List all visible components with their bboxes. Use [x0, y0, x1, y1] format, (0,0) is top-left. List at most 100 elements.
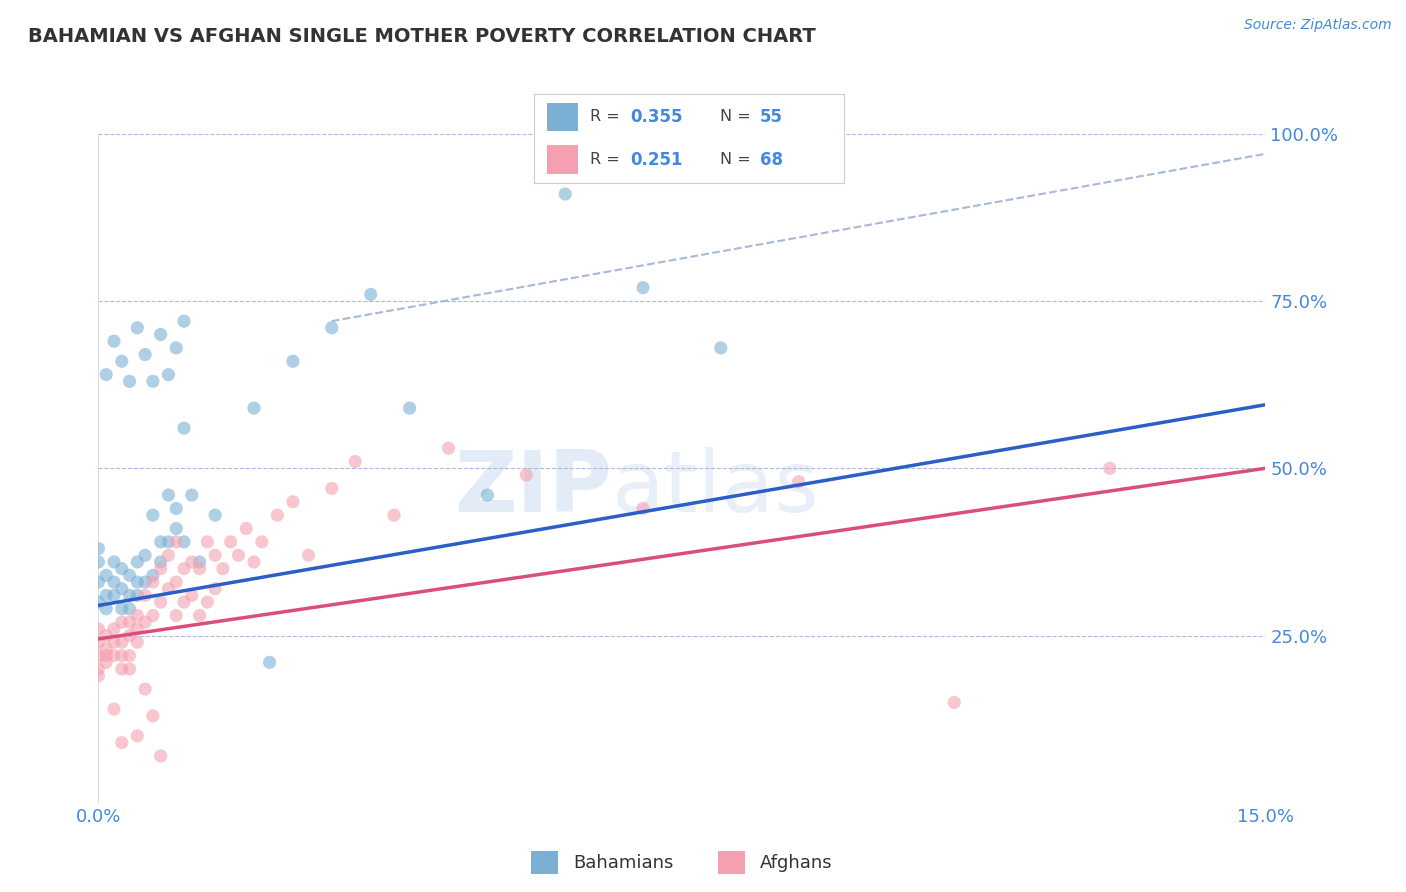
- Point: [103, 575, 125, 590]
- Point: [87, 622, 110, 636]
- Point: [142, 508, 165, 523]
- Point: [127, 729, 149, 743]
- Point: [157, 548, 180, 563]
- Point: [149, 555, 172, 569]
- Point: [204, 582, 226, 596]
- Point: [96, 655, 118, 669]
- Point: [103, 702, 125, 716]
- Text: R =: R =: [591, 110, 624, 124]
- Point: [173, 562, 195, 576]
- Point: [710, 341, 733, 355]
- Point: [142, 575, 165, 590]
- Point: [87, 541, 110, 556]
- Point: [118, 648, 141, 663]
- Point: [398, 401, 420, 416]
- Point: [157, 488, 180, 502]
- Point: [87, 595, 110, 609]
- Point: [87, 575, 110, 590]
- Point: [134, 681, 156, 696]
- Point: [228, 548, 250, 563]
- Point: [212, 562, 235, 576]
- Point: [87, 555, 110, 569]
- Point: [173, 421, 195, 435]
- Point: [111, 582, 134, 596]
- Point: [195, 535, 218, 549]
- Point: [96, 568, 118, 582]
- Point: [219, 535, 242, 549]
- Point: [165, 521, 187, 535]
- Point: [631, 501, 654, 516]
- Point: [165, 608, 187, 623]
- Point: [134, 615, 156, 630]
- Point: [243, 401, 266, 416]
- Point: [111, 602, 134, 616]
- Point: [281, 494, 304, 508]
- Point: [321, 482, 343, 496]
- Point: [134, 548, 156, 563]
- Point: [127, 321, 149, 335]
- Text: 55: 55: [761, 108, 783, 126]
- Text: 0.355: 0.355: [630, 108, 683, 126]
- Point: [127, 608, 149, 623]
- Point: [103, 555, 125, 569]
- Point: [149, 535, 172, 549]
- Point: [157, 535, 180, 549]
- Point: [259, 655, 281, 669]
- Point: [204, 548, 226, 563]
- Point: [96, 642, 118, 657]
- FancyBboxPatch shape: [547, 103, 578, 131]
- Point: [321, 321, 343, 335]
- Point: [96, 628, 118, 642]
- Point: [96, 648, 118, 663]
- Point: [787, 475, 810, 489]
- Point: [118, 568, 141, 582]
- Point: [266, 508, 288, 523]
- Point: [165, 341, 187, 355]
- Point: [103, 622, 125, 636]
- Point: [87, 669, 110, 683]
- Point: [142, 608, 165, 623]
- Point: [96, 602, 118, 616]
- Text: Source: ZipAtlas.com: Source: ZipAtlas.com: [1244, 18, 1392, 32]
- Text: N =: N =: [720, 153, 756, 167]
- Point: [360, 287, 382, 301]
- Point: [118, 589, 141, 603]
- Point: [477, 488, 499, 502]
- Point: [111, 562, 134, 576]
- Point: [344, 455, 367, 469]
- Point: [103, 635, 125, 649]
- Point: [943, 696, 966, 710]
- Point: [87, 662, 110, 676]
- Text: N =: N =: [720, 110, 756, 124]
- Point: [111, 615, 134, 630]
- Point: [103, 334, 125, 349]
- Point: [382, 508, 405, 523]
- Text: 0.251: 0.251: [630, 151, 683, 169]
- Point: [118, 615, 141, 630]
- Point: [127, 555, 149, 569]
- Point: [142, 708, 165, 723]
- Point: [96, 589, 118, 603]
- Point: [118, 375, 141, 389]
- Point: [127, 622, 149, 636]
- Point: [297, 548, 319, 563]
- Point: [118, 628, 141, 642]
- Point: [195, 595, 218, 609]
- Point: [134, 589, 156, 603]
- Point: [111, 635, 134, 649]
- Point: [173, 535, 195, 549]
- Point: [157, 582, 180, 596]
- Point: [188, 608, 211, 623]
- Point: [515, 468, 537, 483]
- Point: [1098, 461, 1121, 475]
- Point: [554, 187, 576, 202]
- Point: [149, 562, 172, 576]
- Point: [165, 535, 187, 549]
- Point: [188, 555, 211, 569]
- Point: [204, 508, 226, 523]
- Point: [437, 442, 460, 456]
- Text: ZIP: ZIP: [454, 447, 612, 530]
- Point: [127, 589, 149, 603]
- Text: R =: R =: [591, 153, 624, 167]
- Point: [180, 555, 202, 569]
